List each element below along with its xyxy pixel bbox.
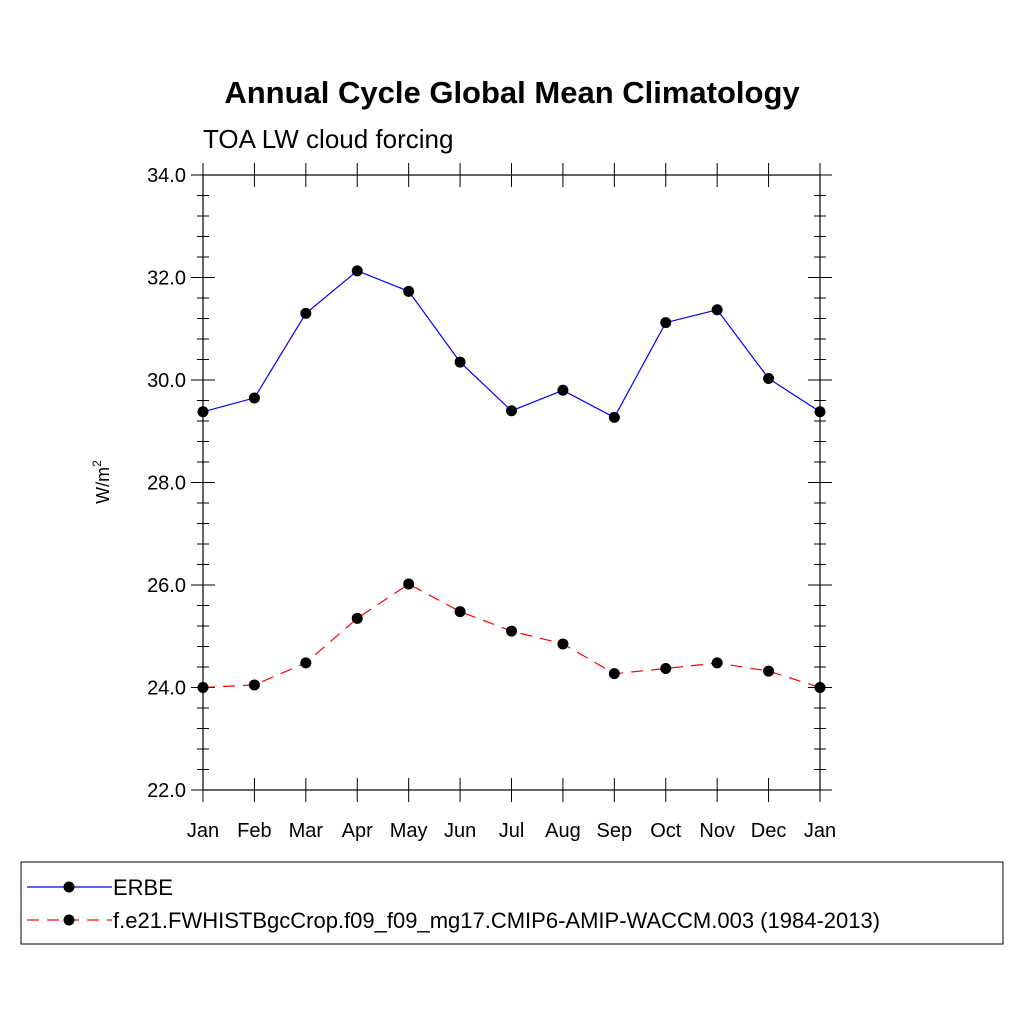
plot-frame	[202, 174, 821, 791]
legend: ERBE f.e21.FWHISTBgcCrop.f09_f09_mg17.CMI…	[27, 875, 880, 933]
x-tick-label: Jun	[444, 820, 476, 842]
legend-label-1: ERBE	[113, 875, 173, 900]
x-tick-label: May	[390, 820, 428, 842]
series-1-point	[711, 304, 723, 316]
legend-marker-1	[63, 881, 75, 893]
series-2-point	[711, 657, 723, 669]
series-2-point	[197, 682, 209, 693]
series-2-point	[248, 679, 260, 691]
y-tick-label: 26.0	[147, 575, 186, 597]
series-1-point	[197, 406, 209, 418]
y-axis-label-superscript: 2	[90, 460, 104, 467]
y-tick-label: 30.0	[147, 370, 186, 392]
series-2-point	[403, 578, 415, 590]
x-tick-label: Oct	[650, 820, 682, 842]
y-tick-label: 24.0	[147, 678, 186, 700]
series-1-point	[557, 384, 569, 396]
x-tick-label: Apr	[342, 820, 373, 842]
y-axis-label: W/m2	[90, 460, 113, 504]
legend-marker-2	[63, 914, 75, 926]
series-2-point	[300, 657, 312, 669]
series-2-point	[557, 638, 569, 650]
x-tick-label: Mar	[289, 820, 324, 842]
x-tick-label: Jan	[187, 820, 219, 842]
series-1-point	[608, 411, 620, 423]
series-2-point	[454, 606, 466, 618]
series-1-point	[351, 265, 363, 277]
series-1-point	[248, 392, 260, 404]
series-layer	[197, 265, 826, 693]
axes: 22.0 24.0 26.0 28.0 30.0 32.0 34.0 Jan Feb Mar Apr…	[147, 163, 836, 842]
series-1-point	[403, 285, 415, 297]
x-tick-label: Nov	[699, 820, 735, 842]
series-1-point	[660, 317, 672, 329]
series-2-point	[351, 612, 363, 624]
series-2-point	[660, 663, 672, 675]
series-1-point	[814, 406, 826, 418]
y-tick-label: 28.0	[147, 473, 186, 495]
x-tick-label: Feb	[237, 820, 271, 842]
y-tick-label: 22.0	[147, 780, 186, 802]
series-1-point	[763, 372, 775, 384]
x-tick-label: Dec	[751, 820, 787, 842]
legend-label-2: f.e21.FWHISTBgcCrop.f09_f09_mg17.CMIP6-A…	[113, 908, 880, 933]
y-axis-label-unit: W/m	[93, 467, 113, 504]
series-2-point	[608, 668, 620, 680]
series-1-point	[300, 307, 312, 319]
x-tick-label: Jul	[499, 820, 525, 842]
series-1-point	[454, 356, 466, 368]
chart-title: Annual Cycle Global Mean Climatology	[224, 75, 800, 110]
series-2-point	[814, 682, 826, 693]
x-tick-label: Sep	[597, 820, 633, 842]
x-tick-label: Aug	[545, 820, 581, 842]
series-2-point	[506, 625, 517, 637]
y-tick-label: 34.0	[147, 165, 186, 187]
y-tick-label: 32.0	[147, 268, 186, 290]
series-line-1	[202, 270, 821, 419]
series-2-point	[763, 665, 775, 677]
chart-subtitle: TOA LW cloud forcing	[203, 124, 453, 154]
series-1-point	[506, 405, 517, 417]
legend-box	[20, 861, 1004, 945]
x-tick-label: Jan	[804, 820, 836, 842]
